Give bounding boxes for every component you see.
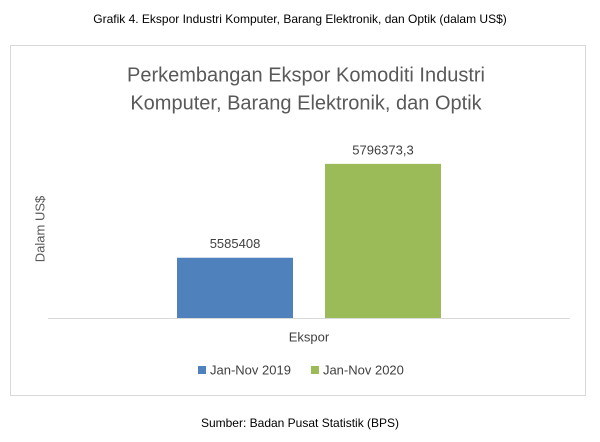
- chart-title: Perkembangan Ekspor Komoditi Industri: [127, 64, 485, 86]
- value-label: 5796373,3: [352, 142, 413, 157]
- chart-frame: [10, 45, 586, 396]
- bar: [177, 257, 293, 318]
- legend-swatch: [198, 366, 206, 374]
- chart-title: Komputer, Barang Elektronik, dan Optik: [130, 92, 482, 114]
- y-axis-label: Dalam US$: [32, 195, 47, 262]
- legend-swatch: [310, 366, 319, 374]
- caption: Grafik 4. Ekspor Industri Komputer, Bara…: [93, 12, 507, 26]
- bar: [325, 163, 441, 318]
- source: Sumber: Badan Pusat Statistik (BPS): [201, 416, 399, 430]
- legend-label: Jan-Nov 2019: [210, 362, 291, 377]
- x-tick-label: Ekspor: [289, 329, 330, 344]
- value-label: 5585408: [210, 236, 261, 251]
- legend-label: Jan-Nov 2020: [323, 362, 404, 377]
